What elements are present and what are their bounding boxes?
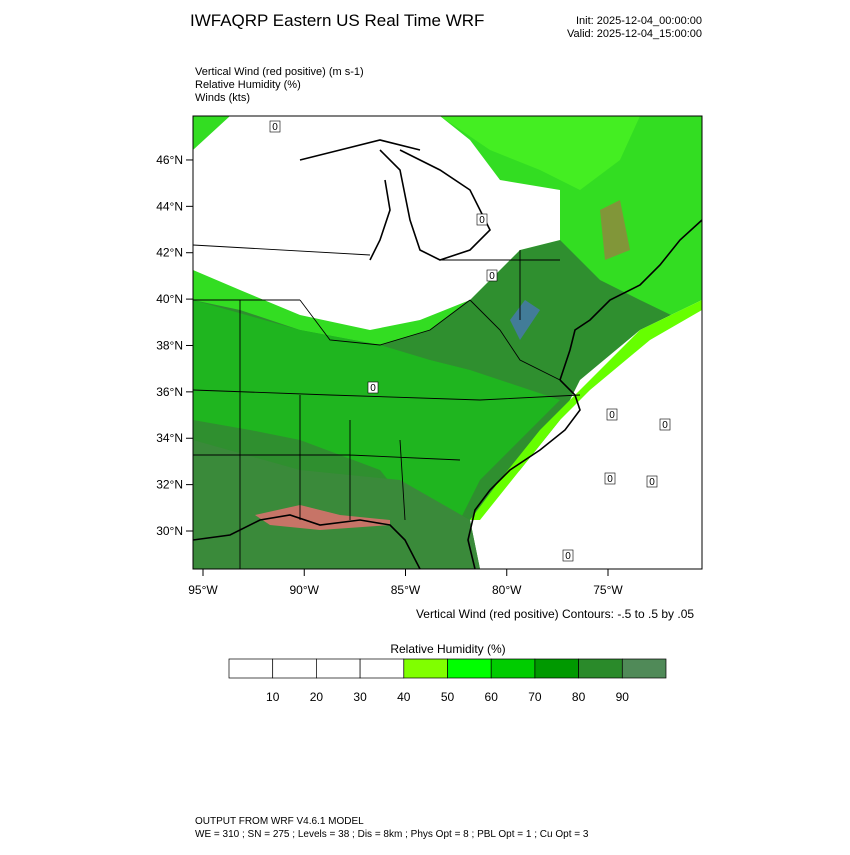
- colorbar-label: 80: [572, 690, 586, 704]
- colorbar-title: Relative Humidity (%): [390, 642, 505, 656]
- contour-label-box: [604, 472, 616, 485]
- contour-label: 0: [370, 383, 376, 394]
- lon-tick-label: 90°W: [290, 583, 320, 597]
- title: IWFAQRP Eastern US Real Time WRF: [190, 11, 484, 30]
- contour-label-box: [476, 213, 488, 226]
- colorbar-label: 20: [310, 690, 324, 704]
- colorbar-box: [621, 658, 667, 679]
- lat-tick-label: 34°N: [156, 431, 183, 445]
- contour-label-box: [646, 475, 658, 488]
- footer-line: OUTPUT FROM WRF V4.6.1 MODEL: [195, 816, 364, 827]
- contour-label: 0: [662, 420, 668, 431]
- lon-tick-label: 85°W: [391, 583, 421, 597]
- lat-tick-label: 32°N: [156, 478, 183, 492]
- contour-label: 0: [565, 551, 571, 562]
- field-label: Winds (kts): [195, 92, 250, 104]
- lat-tick-label: 30°N: [156, 524, 183, 538]
- colorbar-box: [447, 658, 492, 679]
- contour-label: 0: [649, 477, 655, 488]
- lon-tick-label: 75°W: [593, 583, 623, 597]
- lon-tick-label: 80°W: [492, 583, 522, 597]
- contour-label: 0: [479, 215, 485, 226]
- colorbar-label: 90: [616, 690, 630, 704]
- lon-tick-label: 95°W: [188, 583, 218, 597]
- colorbar-box: [359, 658, 405, 679]
- colorbar-box: [316, 658, 361, 679]
- lat-tick-label: 46°N: [156, 153, 183, 167]
- contour-label-box: [367, 381, 379, 394]
- contour-label: 0: [609, 410, 615, 421]
- field-label: Vertical Wind (red positive) (m s-1): [195, 66, 364, 78]
- lat-tick-label: 38°N: [156, 338, 183, 352]
- lat-tick-label: 44°N: [156, 199, 183, 213]
- colorbar-box: [403, 658, 448, 679]
- contour-label-box: [606, 408, 618, 421]
- colorbar-box: [272, 658, 317, 679]
- colorbar-label: 60: [485, 690, 499, 704]
- contour-label: 0: [489, 271, 495, 282]
- colorbar-box: [534, 658, 579, 679]
- colorbar-label: 30: [353, 690, 367, 704]
- field-label: Relative Humidity (%): [195, 79, 301, 91]
- contour-label-box: [659, 418, 671, 431]
- footer-line: WE = 310 ; SN = 275 ; Levels = 38 ; Dis …: [195, 829, 589, 840]
- lat-tick-label: 36°N: [156, 385, 183, 399]
- colorbar-box: [228, 658, 274, 679]
- contour-label: 0: [272, 122, 278, 133]
- colorbar-box: [578, 658, 623, 679]
- contour-note: Vertical Wind (red positive) Contours: -…: [416, 607, 694, 621]
- valid-time: Valid: 2025-12-04_15:00:00: [567, 28, 702, 40]
- contour-label-box: [562, 549, 574, 562]
- colorbar-label: 70: [528, 690, 542, 704]
- colorbar-label: 10: [266, 690, 280, 704]
- contour-label: 0: [607, 474, 613, 485]
- lat-tick-label: 40°N: [156, 292, 183, 306]
- map-frame: [192, 115, 703, 570]
- colorbar-label: 50: [441, 690, 455, 704]
- colorbar-box: [490, 658, 536, 679]
- contour-label-box: [486, 269, 498, 282]
- init-time: Init: 2025-12-04_00:00:00: [576, 15, 702, 27]
- map-field: [193, 116, 702, 569]
- contour-label-box: [269, 120, 281, 133]
- lat-tick-label: 42°N: [156, 246, 183, 260]
- colorbar-label: 40: [397, 690, 411, 704]
